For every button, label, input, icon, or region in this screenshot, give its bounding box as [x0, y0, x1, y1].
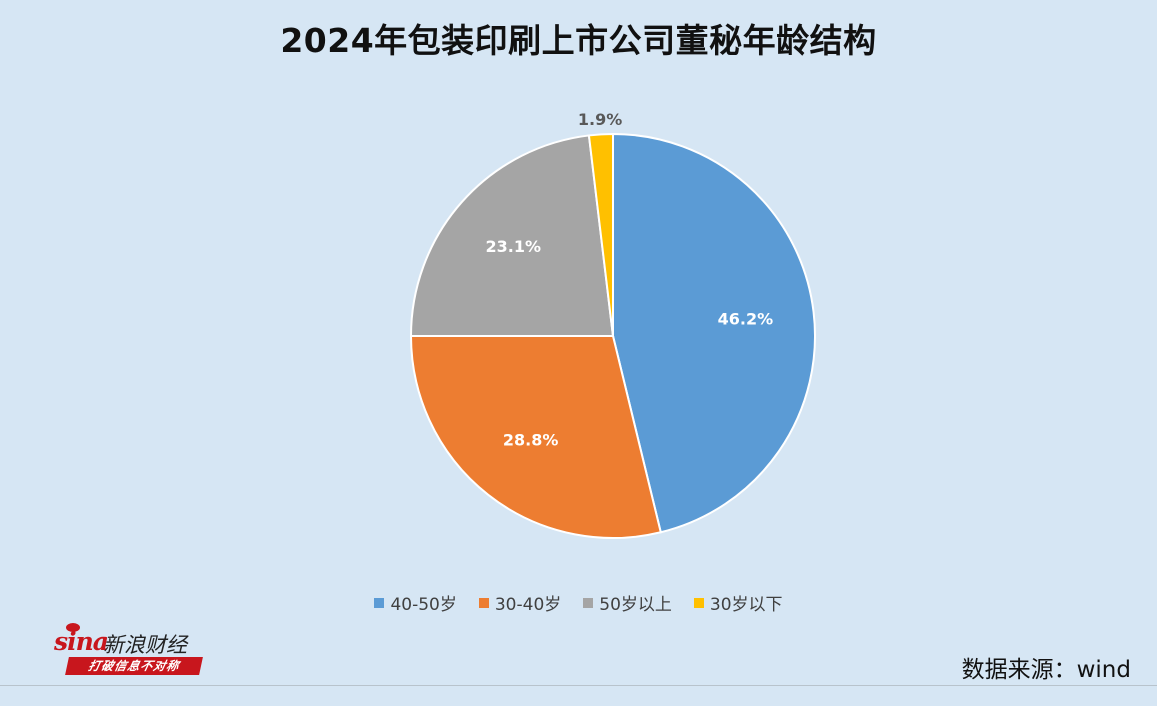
legend-item-30-40: 30-40岁: [478, 590, 562, 615]
legend-swatch-under-30: [693, 597, 704, 608]
sina-finance-logo: sina 新浪财经 打破信息不对称: [54, 623, 204, 677]
legend-item-40-50: 40-50岁: [374, 590, 457, 615]
logo-slogan: 打破信息不对称: [65, 657, 203, 675]
pie-slice-over-50: [409, 134, 615, 337]
legend-item-under-30: 30岁以下: [693, 590, 783, 615]
legend-label-under-30: 30岁以下: [709, 595, 783, 615]
logo-brand: sina: [54, 627, 109, 656]
logo-name: 新浪财经: [103, 633, 187, 657]
pie-slice-30-40: [409, 335, 662, 539]
data-label-over-50: 23.1%: [486, 237, 542, 256]
bottom-divider: [0, 685, 1157, 686]
pie-slice-under-30: [587, 132, 614, 337]
data-label-40-50: 46.2%: [718, 310, 774, 329]
sina-eye-icon: [66, 623, 80, 632]
legend-swatch-30-40: [478, 597, 489, 608]
legend-label-40-50: 40-50岁: [390, 595, 457, 615]
data-source: 数据来源：wind: [961, 657, 1131, 683]
chart-title: 2024年包装印刷上市公司董秘年龄结构: [280, 21, 877, 60]
legend-swatch-40-50: [374, 597, 385, 608]
data-label-30-40: 28.8%: [503, 430, 559, 449]
legend-label-30-40: 30-40岁: [494, 595, 562, 615]
data-label-under-30: 1.9%: [578, 110, 622, 129]
pie-slice-40-50: [612, 132, 817, 534]
legend-label-over-50: 50岁以上: [599, 595, 672, 615]
chart-legend: 40-50岁 30-40岁 50岁以上 30岁以下: [0, 590, 1157, 615]
legend-swatch-over-50: [583, 597, 594, 608]
legend-item-over-50: 50岁以上: [583, 590, 672, 615]
